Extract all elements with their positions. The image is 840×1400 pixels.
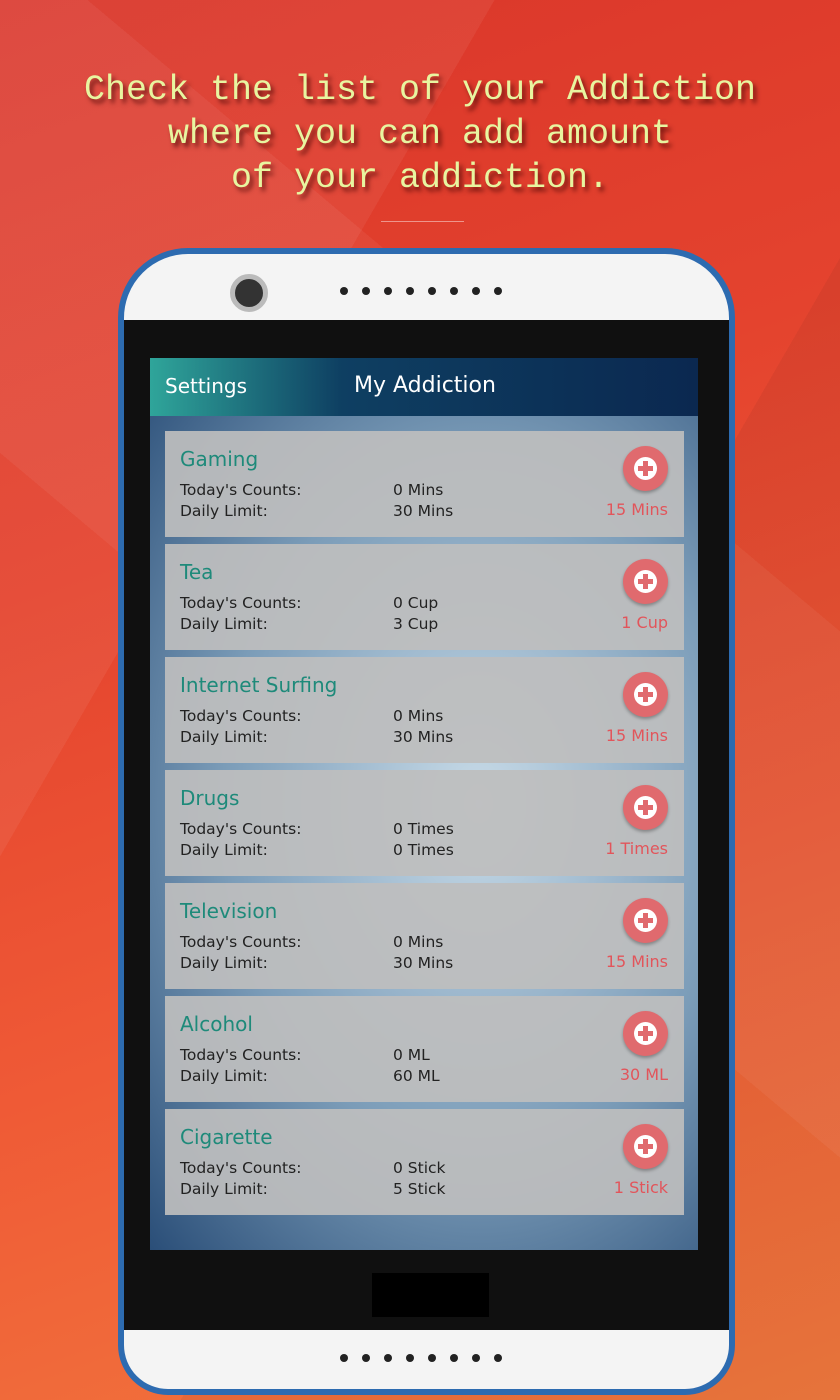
add-amount: 15 Mins <box>605 952 668 971</box>
app-header: Settings My Addiction <box>150 358 698 416</box>
limit-value: 30 Mins <box>393 954 454 972</box>
list-item[interactable]: Television Today's Counts: 0 Mins Daily … <box>165 883 684 989</box>
add-amount: 30 ML <box>619 1065 668 1084</box>
today-value: 0 Times <box>393 820 454 838</box>
today-label: Today's Counts: <box>180 820 302 838</box>
app-screen: Settings My Addiction Gaming Today's Cou… <box>150 358 698 1250</box>
headline-line: where you can add amount <box>167 114 673 154</box>
limit-label: Daily Limit: <box>180 502 268 520</box>
today-value: 0 Cup <box>393 594 439 612</box>
item-name: Alcohol <box>180 1012 253 1036</box>
add-button[interactable] <box>623 898 668 943</box>
limit-value: 30 Mins <box>393 728 454 746</box>
add-amount: 1 Times <box>605 839 668 858</box>
list-item[interactable]: Alcohol Today's Counts: 0 ML Daily Limit… <box>165 996 684 1102</box>
item-name: Internet Surfing <box>180 673 338 697</box>
add-amount: 1 Stick <box>613 1178 668 1197</box>
item-name: Cigarette <box>180 1125 273 1149</box>
add-amount: 15 Mins <box>605 500 668 519</box>
item-name: Television <box>180 899 278 923</box>
add-button[interactable] <box>623 446 668 491</box>
limit-label: Daily Limit: <box>180 841 268 859</box>
limit-value: 3 Cup <box>393 615 439 633</box>
headline-line: of your addiction. <box>230 158 610 198</box>
settings-button[interactable]: Settings <box>165 374 248 398</box>
list-item[interactable]: Internet Surfing Today's Counts: 0 Mins … <box>165 657 684 763</box>
limit-value: 5 Stick <box>393 1180 446 1198</box>
today-label: Today's Counts: <box>180 707 302 725</box>
limit-label: Daily Limit: <box>180 1180 268 1198</box>
page-title: My Addiction <box>354 373 496 398</box>
limit-value: 30 Mins <box>393 502 454 520</box>
list-item[interactable]: Gaming Today's Counts: 0 Mins Daily Limi… <box>165 431 684 537</box>
add-button[interactable] <box>623 1124 668 1169</box>
today-value: 0 ML <box>393 1046 430 1064</box>
speaker-grille-bottom <box>340 1354 502 1362</box>
promo-headline: Check the list of your Addiction where y… <box>0 68 840 200</box>
list-item[interactable]: Cigarette Today's Counts: 0 Stick Daily … <box>165 1109 684 1215</box>
limit-value: 0 Times <box>393 841 454 859</box>
today-value: 0 Mins <box>393 481 444 499</box>
today-value: 0 Stick <box>393 1159 446 1177</box>
today-label: Today's Counts: <box>180 1046 302 1064</box>
phone-mockup: Settings My Addiction Gaming Today's Cou… <box>118 248 735 1395</box>
item-name: Tea <box>180 560 214 584</box>
limit-label: Daily Limit: <box>180 1067 268 1085</box>
limit-label: Daily Limit: <box>180 615 268 633</box>
list-item[interactable]: Tea Today's Counts: 0 Cup Daily Limit: 3… <box>165 544 684 650</box>
list-item[interactable]: Drugs Today's Counts: 0 Times Daily Limi… <box>165 770 684 876</box>
divider <box>381 221 464 222</box>
add-amount: 15 Mins <box>605 726 668 745</box>
today-label: Today's Counts: <box>180 481 302 499</box>
limit-label: Daily Limit: <box>180 954 268 972</box>
today-label: Today's Counts: <box>180 594 302 612</box>
add-amount: 1 Cup <box>621 613 668 632</box>
item-name: Gaming <box>180 447 259 471</box>
limit-value: 60 ML <box>393 1067 440 1085</box>
home-button[interactable] <box>372 1273 489 1317</box>
add-button[interactable] <box>623 785 668 830</box>
headline-line: Check the list of your Addiction <box>83 70 757 110</box>
add-button[interactable] <box>623 1011 668 1056</box>
today-label: Today's Counts: <box>180 1159 302 1177</box>
item-name: Drugs <box>180 786 240 810</box>
today-value: 0 Mins <box>393 933 444 951</box>
add-button[interactable] <box>623 672 668 717</box>
today-value: 0 Mins <box>393 707 444 725</box>
today-label: Today's Counts: <box>180 933 302 951</box>
speaker-grille <box>340 287 502 295</box>
add-button[interactable] <box>623 559 668 604</box>
limit-label: Daily Limit: <box>180 728 268 746</box>
camera-icon <box>230 274 268 312</box>
